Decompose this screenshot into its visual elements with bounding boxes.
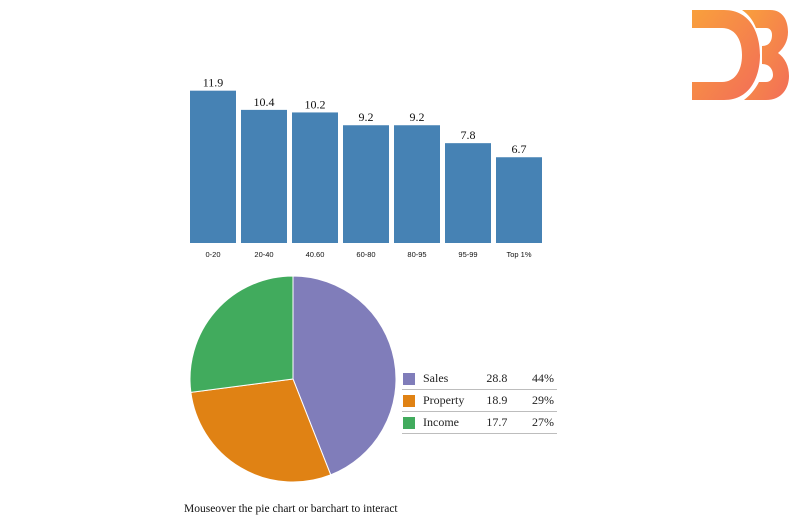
x-tick-label-4: 80-95 (407, 250, 426, 259)
pie-slice-sales[interactable] (292, 275, 397, 476)
legend-swatch (403, 417, 415, 430)
legend-percent: 29% (519, 389, 557, 412)
x-axis-ticks: 0-20 20-40 40.60 60-80 80-95 95-99 Top 1% (205, 250, 531, 259)
legend-percent: 27% (519, 411, 557, 434)
legend-label: Sales (420, 368, 484, 390)
legend-swatch-cell (402, 368, 420, 390)
x-tick-label-6: Top 1% (506, 250, 531, 259)
legend-swatch-cell (402, 389, 420, 412)
d3-logo-icon (692, 10, 789, 100)
pie-chart[interactable] (185, 272, 405, 487)
legend-row-income[interactable]: Income 17.7 27% (402, 411, 557, 434)
bars-layer (190, 90, 542, 244)
pie-slice-income[interactable] (189, 275, 294, 393)
x-tick-label-0: 0-20 (205, 250, 220, 259)
instruction-caption: Mouseover the pie chart or barchart to i… (184, 503, 398, 515)
legend-swatch (403, 395, 415, 408)
bar-labels-layer: 11.9 10.4 10.2 9.2 9.2 7.8 6.7 (203, 76, 527, 157)
bar-value-label-6: 6.7 (512, 142, 527, 156)
legend-percent: 44% (519, 368, 557, 390)
x-tick-label-1: 20-40 (254, 250, 273, 259)
bar-value-label-5: 7.8 (461, 128, 476, 142)
bar-0[interactable] (190, 90, 236, 244)
bar-2[interactable] (292, 112, 338, 243)
bar-value-label-1: 10.4 (254, 95, 275, 109)
bar-4[interactable] (394, 125, 440, 243)
bar-6[interactable] (496, 157, 542, 243)
bar-value-label-4: 9.2 (410, 110, 425, 124)
pie-legend: Sales 28.8 44% Property 18.9 29% Income 17.7 27% (402, 368, 557, 434)
bar-3[interactable] (343, 125, 389, 243)
bar-value-label-2: 10.2 (305, 97, 326, 111)
legend-label: Property (420, 389, 484, 412)
bar-value-label-3: 9.2 (359, 110, 374, 124)
legend-value: 18.9 (483, 389, 520, 412)
bar-chart[interactable]: 11.9 10.4 10.2 9.2 9.2 7.8 6.7 0-20 20-40 40.60 6… (175, 70, 560, 270)
x-tick-label-2: 40.60 (306, 250, 325, 259)
legend-row-sales[interactable]: Sales 28.8 44% (402, 368, 557, 390)
bar-5[interactable] (445, 143, 491, 243)
legend-label: Income (420, 411, 484, 434)
pie-slices-layer (189, 275, 397, 483)
x-tick-label-5: 95-99 (458, 250, 477, 259)
legend-value: 17.7 (483, 411, 520, 434)
legend-swatch-cell (402, 411, 420, 434)
bar-value-label-0: 11.9 (203, 76, 224, 90)
legend-row-property[interactable]: Property 18.9 29% (402, 389, 557, 412)
bar-1[interactable] (241, 109, 287, 243)
legend-swatch (403, 373, 415, 386)
x-tick-label-3: 60-80 (356, 250, 375, 259)
pie-slice-property[interactable] (190, 378, 332, 483)
legend-value: 28.8 (483, 368, 520, 390)
